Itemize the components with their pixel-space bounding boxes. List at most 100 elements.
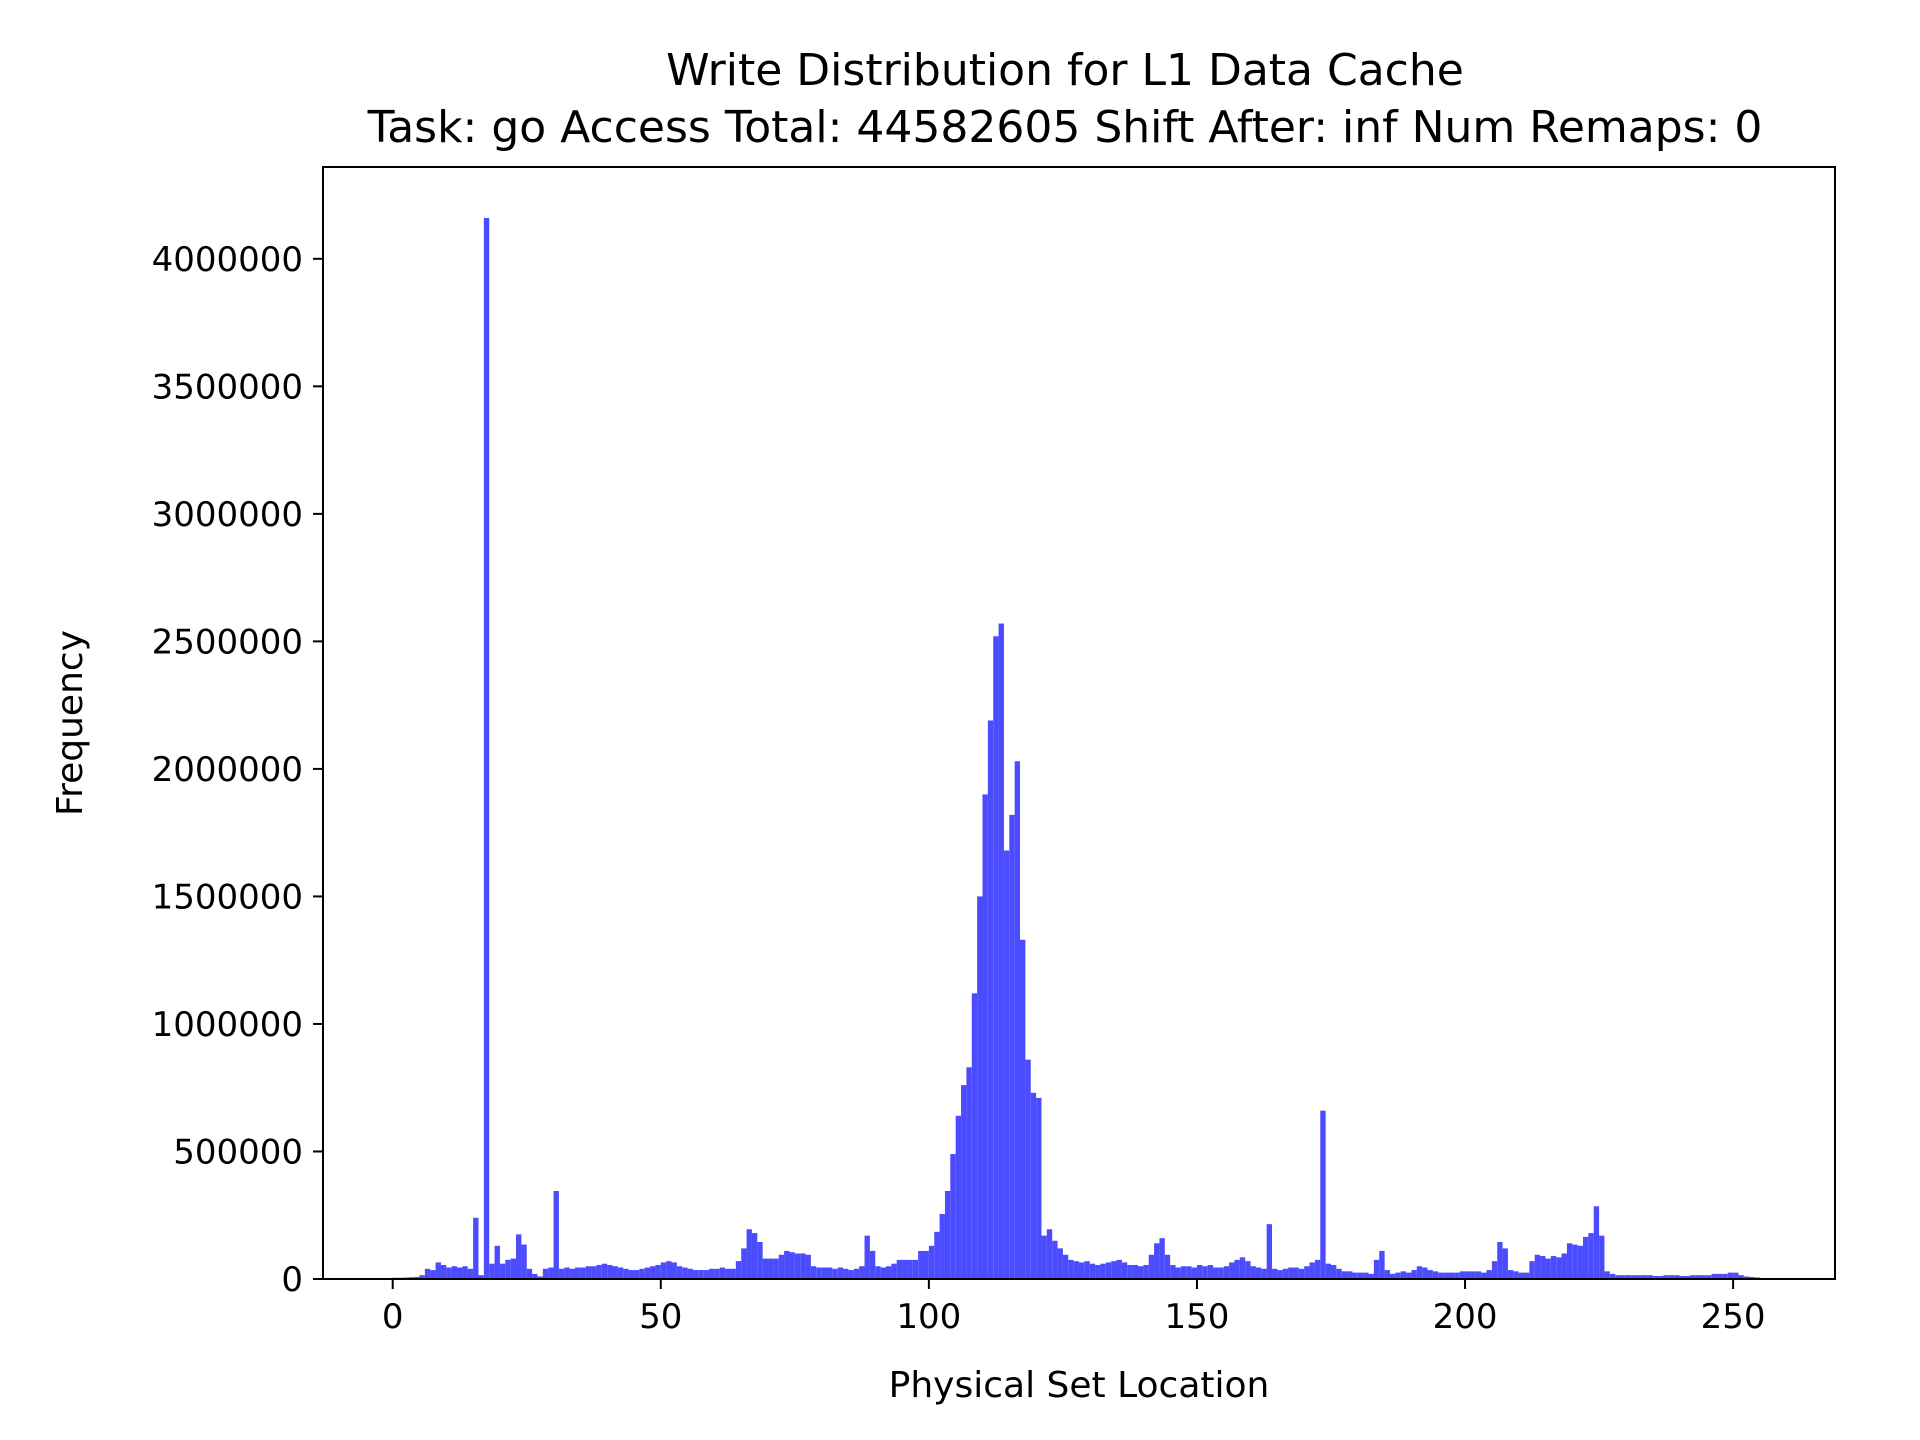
histogram-bar [676, 1266, 683, 1279]
histogram-bar [1620, 1275, 1626, 1279]
histogram-bar [1615, 1275, 1621, 1279]
y-tick-label: 500000 [173, 1132, 303, 1172]
histogram-bar [1314, 1259, 1321, 1279]
histogram-bar [869, 1250, 876, 1279]
histogram-bar [751, 1233, 758, 1279]
histogram-bar [1663, 1275, 1669, 1279]
histogram-bar [1422, 1267, 1428, 1279]
histogram-bar [1057, 1248, 1063, 1279]
histogram-bar [1127, 1264, 1133, 1279]
histogram-bar [1277, 1270, 1283, 1279]
histogram-bar [1738, 1275, 1744, 1279]
histogram-bar [1577, 1245, 1583, 1279]
histogram-bar [1625, 1275, 1632, 1279]
histogram-bar [977, 896, 983, 1279]
histogram-bar [532, 1273, 538, 1279]
histogram-bar [1154, 1243, 1160, 1279]
histogram-bar [1679, 1275, 1685, 1279]
histogram-bar [1304, 1266, 1310, 1279]
histogram-bar [1389, 1273, 1396, 1279]
histogram-bar [821, 1267, 827, 1279]
histogram-bar [1288, 1267, 1294, 1279]
histogram-bar [671, 1262, 677, 1279]
histogram-bar [998, 623, 1004, 1279]
x-tick-label: 200 [1433, 1297, 1498, 1337]
histogram-bar [446, 1267, 452, 1279]
histogram-bar [1384, 1270, 1390, 1279]
histogram-bar [435, 1262, 441, 1279]
chart-title: Write Distribution for L1 Data Cache [666, 45, 1464, 96]
x-tick-label: 250 [1701, 1297, 1766, 1337]
histogram-bar [1105, 1262, 1112, 1279]
histogram-bar [505, 1259, 511, 1279]
x-tick-label: 0 [382, 1297, 404, 1337]
histogram-bar [1003, 850, 1010, 1279]
histogram-bar [735, 1261, 742, 1279]
histogram-bar [1132, 1264, 1138, 1279]
histogram-bar [666, 1261, 672, 1279]
histogram-bar [1448, 1272, 1455, 1279]
y-tick-label: 1000000 [152, 1005, 303, 1045]
histogram-bar [891, 1263, 897, 1279]
y-tick-label: 1500000 [152, 877, 303, 917]
x-axis-label: Physical Set Location [889, 1365, 1270, 1406]
histogram-bar [430, 1270, 436, 1279]
histogram-bar [1556, 1257, 1562, 1279]
histogram-bar [494, 1245, 500, 1279]
histogram-bar [1727, 1272, 1734, 1279]
histogram-bar [483, 218, 490, 1280]
histogram-bar [424, 1268, 431, 1279]
histogram-bar [1255, 1267, 1262, 1279]
histogram-bar [440, 1264, 447, 1279]
bar-series [392, 218, 1766, 1280]
histogram-bar [853, 1268, 860, 1279]
histogram-bar [1121, 1262, 1128, 1279]
y-tick-label: 2500000 [152, 622, 303, 662]
histogram-bar [1052, 1240, 1058, 1279]
histogram-bar [961, 1085, 967, 1279]
histogram-bar [1400, 1271, 1407, 1279]
histogram-bar [542, 1268, 549, 1279]
histogram-bar [553, 1191, 559, 1279]
histogram-bar [1497, 1242, 1503, 1279]
histogram-bar [601, 1263, 608, 1279]
histogram-bar [698, 1270, 704, 1279]
histogram-bar [719, 1267, 726, 1279]
histogram-bar [1481, 1272, 1487, 1279]
histogram-bar [1309, 1262, 1315, 1279]
histogram-bar [1143, 1264, 1149, 1279]
histogram-bar [1529, 1261, 1535, 1279]
histogram-bar [757, 1242, 763, 1279]
histogram-bar [1534, 1254, 1541, 1279]
histogram-bar [457, 1267, 463, 1279]
histogram-bar [741, 1248, 747, 1279]
histogram-bar [1641, 1275, 1648, 1279]
histogram-bar [1717, 1273, 1723, 1279]
histogram-bar [1700, 1275, 1707, 1279]
histogram-bar [569, 1268, 575, 1279]
histogram-bar [789, 1252, 795, 1279]
histogram-bar [810, 1266, 817, 1279]
histogram-bar [1250, 1266, 1256, 1279]
histogram-bar [591, 1266, 597, 1279]
histogram-bar [548, 1267, 554, 1279]
histogram-bar [1706, 1275, 1712, 1279]
histogram-bar [478, 1275, 484, 1279]
y-tick-label: 3500000 [152, 367, 303, 407]
histogram-bar [918, 1250, 924, 1279]
histogram-bar [1111, 1261, 1117, 1279]
histogram-bar [1550, 1256, 1557, 1279]
histogram-bar [1566, 1243, 1573, 1279]
histogram-bar [864, 1235, 870, 1279]
histogram-bar [1239, 1257, 1246, 1279]
histogram-bar [1658, 1275, 1664, 1279]
histogram-bar [1170, 1264, 1176, 1279]
histogram-bar [1438, 1272, 1444, 1279]
histogram-bar [692, 1270, 699, 1279]
histogram-bar [1293, 1267, 1299, 1279]
histogram-bar [1749, 1276, 1755, 1279]
histogram-bar [709, 1268, 715, 1279]
histogram-bar [1089, 1263, 1096, 1279]
histogram-bar [1325, 1263, 1331, 1279]
histogram-bar [1116, 1259, 1122, 1279]
